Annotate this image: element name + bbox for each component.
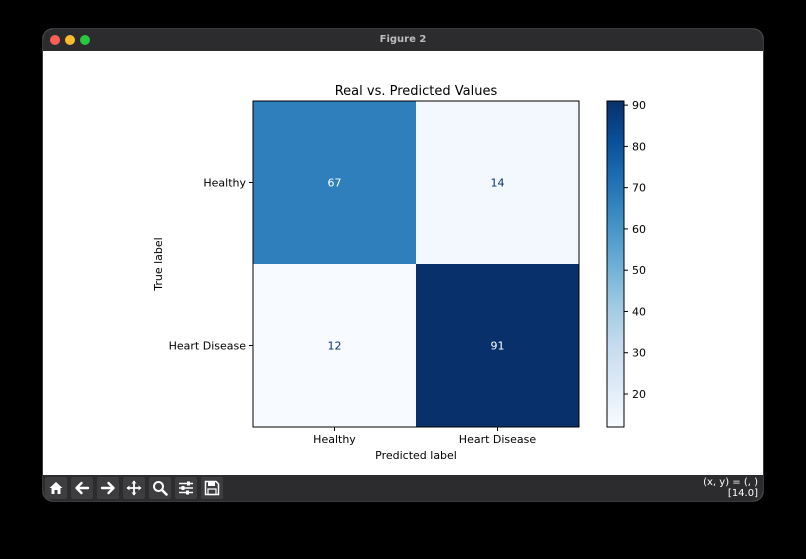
colorbar-tick-label: 70	[632, 182, 646, 195]
title-bar: Figure 2	[43, 29, 763, 51]
heatmap-cell	[416, 101, 579, 264]
forward-button[interactable]	[97, 477, 119, 499]
colorbar-tick-label: 50	[632, 264, 646, 277]
y-tick-label: Heart Disease	[169, 340, 247, 353]
navigation-toolbar: (x, y) = (, ) [14.0]	[43, 475, 763, 501]
cell-value-label: 14	[491, 177, 505, 190]
x-tick-label: Heart Disease	[459, 433, 537, 446]
window-title: Figure 2	[379, 34, 427, 45]
zoom-button[interactable]	[149, 477, 171, 499]
colorbar-tick-label: 40	[632, 305, 646, 318]
colorbar-tick-label: 90	[632, 99, 646, 112]
figure-canvas[interactable]: 67 14 12 91 Healthy Heart Disease Healthy Hea…	[43, 51, 763, 475]
y-tick-label: Healthy	[203, 177, 246, 190]
minimize-button[interactable]	[65, 35, 75, 45]
heatmap-cell	[253, 101, 416, 264]
back-arrow-icon	[75, 481, 90, 495]
save-icon	[204, 480, 220, 496]
coordinate-readout-xy: (x, y) = (, )	[703, 477, 758, 488]
coordinate-readout-value: [14.0]	[727, 488, 758, 499]
configure-subplots-icon	[179, 481, 193, 495]
home-icon	[49, 482, 63, 494]
colorbar-tick-label: 20	[632, 388, 646, 401]
colorbar-tick-label: 60	[632, 223, 646, 236]
pan-icon	[126, 480, 142, 496]
axes-frame	[252, 100, 580, 428]
cell-value-label: 91	[491, 340, 505, 353]
x-tick-label: Healthy	[313, 433, 356, 446]
back-button[interactable]	[71, 477, 93, 499]
x-axis-label: Predicted label	[375, 449, 457, 462]
pan-button[interactable]	[123, 477, 145, 499]
chart-title: Real vs. Predicted Values	[335, 84, 498, 99]
close-button[interactable]	[50, 35, 60, 45]
zoom-icon	[153, 481, 168, 496]
colorbar-tick-label: 80	[632, 140, 646, 153]
heatmap-cell	[416, 264, 579, 427]
configure-subplots-button[interactable]	[175, 477, 197, 499]
coordinate-readout: (x, y) = (, ) [14.0]	[703, 477, 758, 499]
save-button[interactable]	[201, 477, 223, 499]
cell-value-label: 12	[328, 340, 342, 353]
maximize-button[interactable]	[80, 35, 90, 45]
figure-window: Figure 2 67 14 12 91 Healthy Heart Disease H…	[43, 29, 763, 501]
home-button[interactable]	[45, 477, 67, 499]
heatmap-cell	[253, 264, 416, 427]
confusion-matrix-chart: 67 14 12 91 Healthy Heart Disease Healthy Hea…	[152, 84, 646, 462]
colorbar	[606, 100, 625, 428]
cell-value-label: 67	[328, 177, 342, 190]
y-axis-label: True label	[152, 237, 165, 291]
forward-arrow-icon	[100, 481, 115, 495]
colorbar-tick-label: 30	[632, 347, 646, 360]
